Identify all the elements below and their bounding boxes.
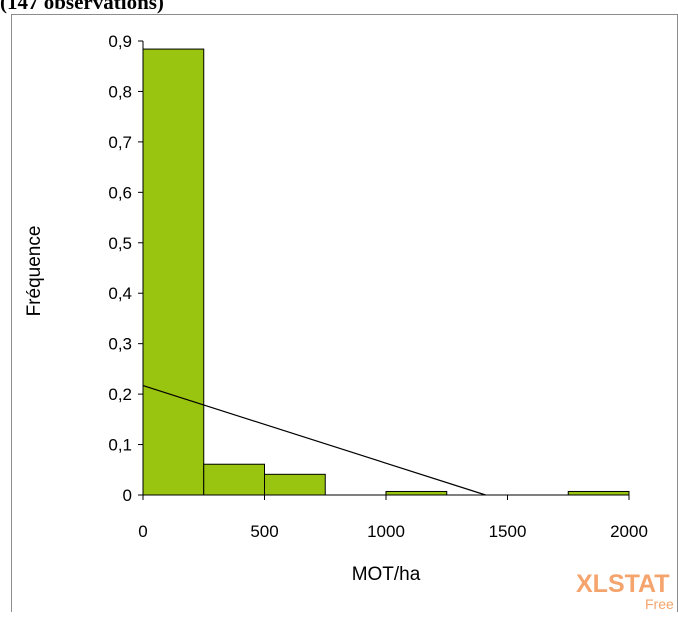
y-tick-label: 0 (123, 486, 132, 505)
x-tick-label: 500 (250, 522, 278, 541)
y-tick-label: 0,9 (108, 32, 132, 51)
y-tick-label: 0,5 (108, 234, 132, 253)
bar (264, 473, 326, 496)
watermark-tag: Free (645, 596, 674, 612)
x-axis-label: MOT/ha (352, 564, 421, 585)
bars-layer (142, 48, 630, 496)
bar (567, 490, 630, 496)
axes-layer: 0 0,1 0,2 0,3 0,4 0,5 0,6 0,7 0,8 0,9 0 500 1000 1500… (108, 32, 648, 541)
y-tick-label: 0,1 (108, 436, 132, 455)
bar (203, 463, 265, 496)
fitted-density-line (142, 384, 486, 496)
y-tick-label: 0,2 (108, 385, 132, 404)
y-tick-label: 0,6 (108, 183, 132, 202)
y-tick-label: 0,7 (108, 133, 132, 152)
y-axis-label: Fréquence (24, 226, 45, 317)
bar (385, 490, 448, 496)
x-tick-label: 1000 (367, 522, 405, 541)
x-tick-label: 1500 (489, 522, 527, 541)
chart-caption: (147 observations) (0, 0, 164, 14)
y-tick-label: 0,4 (108, 284, 132, 303)
chart-frame (11, 14, 678, 617)
x-tick-label: 2000 (610, 522, 648, 541)
watermark-brand: XLSTAT (576, 570, 670, 598)
xlstat-watermark: XLSTAT Free (576, 570, 674, 612)
bar (142, 48, 205, 496)
x-tick-label: 0 (138, 522, 147, 541)
y-tick-label: 0,3 (108, 335, 132, 354)
y-tick-label: 0,8 (108, 82, 132, 101)
fitted-line-layer (142, 384, 486, 496)
